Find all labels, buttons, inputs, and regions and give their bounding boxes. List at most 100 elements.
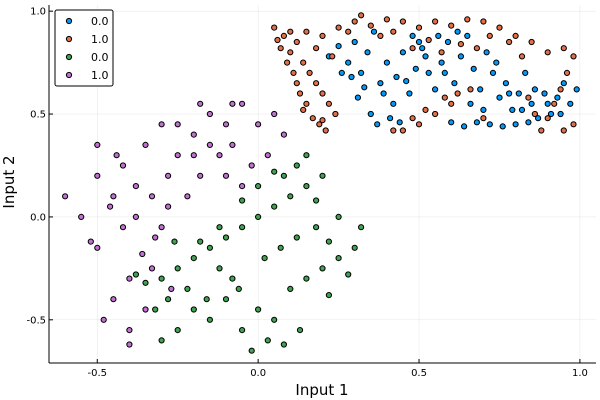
scatter-point-series-1 xyxy=(325,100,332,107)
scatter-point-series-0 xyxy=(480,106,487,114)
scatter-point-series-3 xyxy=(222,172,230,179)
scatter-point-series-2 xyxy=(190,306,197,313)
scatter-point-series-3 xyxy=(190,131,197,138)
scatter-point-series-3 xyxy=(222,121,230,128)
scatter-point-series-0 xyxy=(399,49,406,56)
scatter-point-series-1 xyxy=(358,12,365,19)
scatter-point-series-0 xyxy=(422,53,429,60)
scatter-point-series-1 xyxy=(560,45,567,52)
x-tick-label: 0.5 xyxy=(411,368,427,379)
x-tick-label: -0.5 xyxy=(88,368,108,379)
scatter-point-series-1 xyxy=(271,24,278,31)
scatter-point-series-0 xyxy=(470,65,477,72)
scatter-point-series-2 xyxy=(264,337,271,344)
scatter-point-series-3 xyxy=(206,110,213,118)
scatter-point-series-0 xyxy=(547,110,555,118)
scatter-point-series-2 xyxy=(277,244,284,251)
scatter-point-series-2 xyxy=(206,244,213,251)
scatter-point-series-2 xyxy=(271,316,278,323)
scatter-point-series-1 xyxy=(525,94,532,101)
scatter-point-series-0 xyxy=(358,69,365,77)
scatter-point-series-0 xyxy=(567,100,574,107)
scatter-point-series-0 xyxy=(377,80,384,87)
scatter-point-series-1 xyxy=(438,49,445,56)
scatter-point-series-2 xyxy=(271,203,278,210)
x-tick-label: 1.0 xyxy=(572,368,588,379)
scatter-point-series-0 xyxy=(544,100,551,107)
scatter-point-series-0 xyxy=(531,86,539,93)
y-tick-label: 0.0 xyxy=(30,212,46,223)
scatter-point-series-3 xyxy=(126,341,133,348)
y-tick-label: 0.5 xyxy=(30,110,46,121)
scatter-point-series-2 xyxy=(216,224,223,231)
scatter-point-series-1 xyxy=(383,16,390,23)
scatter-point-series-3 xyxy=(94,141,101,148)
scatter-point-series-2 xyxy=(158,337,165,344)
scatter-point-series-0 xyxy=(486,121,493,128)
scatter-point-series-2 xyxy=(261,255,268,262)
scatter-point-series-0 xyxy=(560,80,567,87)
legend-marker xyxy=(65,17,73,25)
scatter-point-series-3 xyxy=(110,193,117,200)
scatter-point-series-3 xyxy=(255,121,262,128)
scatter-point-series-0 xyxy=(348,73,355,81)
scatter-point-series-1 xyxy=(313,45,320,52)
scatter-point-series-3 xyxy=(165,172,172,179)
scatter-point-series-3 xyxy=(168,285,175,292)
scatter-point-series-2 xyxy=(271,168,278,175)
scatter-point-series-2 xyxy=(313,197,320,204)
scatter-point-series-1 xyxy=(557,86,564,93)
legend-label: 0.0 xyxy=(91,51,109,64)
scatter-point-series-2 xyxy=(293,234,300,241)
scatter-point-series-1 xyxy=(319,90,326,97)
scatter-point-series-1 xyxy=(486,32,493,40)
legend-label: 1.0 xyxy=(91,69,109,82)
scatter-point-series-2 xyxy=(280,172,287,179)
scatter-point-series-3 xyxy=(78,213,85,220)
scatter-point-series-3 xyxy=(94,172,101,179)
legend-box xyxy=(54,9,114,87)
scatter-point-series-3 xyxy=(248,162,255,169)
scatter-point-series-1 xyxy=(293,80,300,87)
scatter-point-series-3 xyxy=(126,275,133,282)
scatter-point-series-1 xyxy=(303,100,310,107)
scatter-point-series-0 xyxy=(412,65,419,72)
scatter-point-series-1 xyxy=(512,32,519,40)
scatter-point-series-3 xyxy=(126,327,133,334)
scatter-point-series-1 xyxy=(335,24,342,31)
scatter-point-series-1 xyxy=(390,28,397,35)
scatter-point-series-0 xyxy=(380,90,387,97)
scatter-point-series-0 xyxy=(573,86,580,93)
legend-marker xyxy=(65,35,73,43)
scatter-point-series-1 xyxy=(287,49,294,56)
scatter-point-series-1 xyxy=(448,100,455,107)
scatter-point-series-2 xyxy=(174,265,181,272)
scatter-point-series-1 xyxy=(467,86,474,93)
scatter-point-series-0 xyxy=(441,69,448,77)
scatter-point-series-3 xyxy=(158,121,165,128)
scatter-point-series-1 xyxy=(441,94,448,101)
scatter-point-series-0 xyxy=(557,110,564,118)
scatter-point-series-3 xyxy=(152,234,159,241)
scatter-point-series-1 xyxy=(560,127,567,134)
scatter-point-series-3 xyxy=(206,141,213,148)
legend-marker xyxy=(65,71,73,79)
legend-label: 1.0 xyxy=(91,33,109,46)
scatter-point-series-3 xyxy=(229,100,236,107)
scatter-point-series-2 xyxy=(248,347,255,354)
scatter-point-series-2 xyxy=(239,197,246,204)
scatter-point-series-0 xyxy=(364,49,371,56)
scatter-point-series-3 xyxy=(216,152,223,159)
scatter-point-series-1 xyxy=(551,100,558,107)
scatter-point-series-1 xyxy=(280,32,287,40)
scatter-point-series-0 xyxy=(403,78,410,85)
scatter-point-series-1 xyxy=(293,38,300,46)
scatter-point-series-1 xyxy=(329,53,336,60)
scatter-point-series-1 xyxy=(300,106,307,114)
scatter-point-series-1 xyxy=(345,28,352,35)
y-tick-label: 1.0 xyxy=(30,7,46,18)
scatter-point-series-3 xyxy=(94,244,101,251)
scatter-point-series-1 xyxy=(415,121,423,128)
scatter-point-series-1 xyxy=(322,127,329,134)
scatter-point-series-3 xyxy=(239,100,246,107)
